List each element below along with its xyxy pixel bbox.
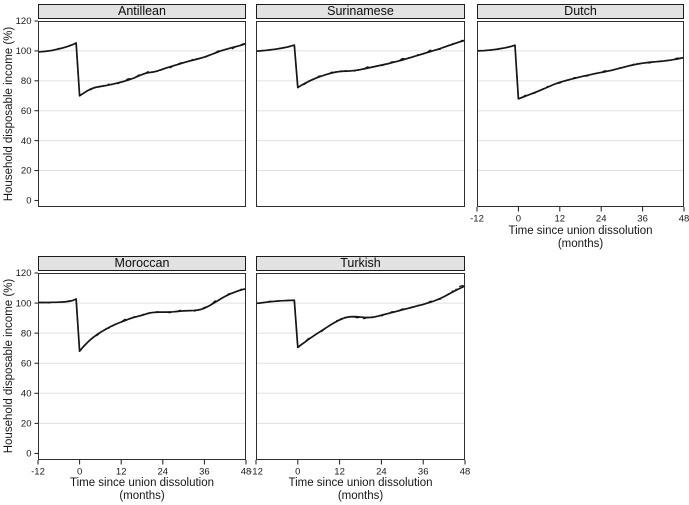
x-tick-label: 0 [77,467,82,478]
x-tick-label: 12 [116,467,127,478]
y-tick-label: 80 [21,328,32,339]
series-dashed-surinamese [255,39,465,89]
y-tick-label: 60 [21,106,32,117]
y-axis-title-top-row: Household disposable income (%) [3,26,15,202]
panel-title-moroccan: Moroccan [38,256,246,271]
series-dashed-turkish [255,285,466,349]
x-tick-label: 0 [295,467,300,478]
y-tick-label: 40 [21,136,32,147]
x-axis-title-line2: (months) [337,490,384,502]
x-axis-title-turkish: Time since union dissolution (months) [256,477,465,503]
x-tick-label: 48 [460,467,471,478]
series-solid-surinamese [255,39,466,89]
x-tick-label: 36 [199,467,210,478]
y-tick-label: 0 [26,196,31,207]
series-solid-turkish [255,285,466,349]
x-tick-label: 24 [376,467,387,478]
series-dashed-dutch [476,44,685,100]
panel-title-antillean: Antillean [38,4,246,19]
x-tick-label: 24 [158,467,169,478]
series-solid-dutch [476,44,685,100]
x-axis-title-line1: Time since union dissolution [288,477,433,489]
y-tick-label: 0 [26,449,31,460]
y-tick-label: 60 [21,358,32,369]
x-axis-title-moroccan: Time since union dissolution (months) [38,477,246,503]
x-axis-title-line1: Time since union dissolution [508,225,653,237]
y-tick-label: 100 [16,46,32,57]
series-dashed-moroccan [38,287,247,352]
x-tick-label: 12 [555,214,566,225]
y-tick-label: 100 [16,298,32,309]
chart-surinamese [255,21,466,207]
x-tick-label: 36 [418,467,429,478]
x-tick-label: 36 [637,214,648,225]
y-axis-title-bottom-row: Household disposable income (%) [3,278,15,454]
x-tick-label: 48 [679,214,689,225]
panel-title-surinamese: Surinamese [256,4,465,19]
x-axis-title-line2: (months) [119,490,165,502]
x-tick-label: -12 [470,214,484,225]
y-tick-label: 120 [16,16,32,27]
x-tick-label: 48 [241,467,252,478]
chart-antillean: 0 20 40 60 80 100 120 [16,16,247,207]
y-tick-label: 40 [21,388,32,399]
chart-dutch: -12 0 12 24 36 48 [470,21,689,225]
y-tick-label: 120 [16,268,32,279]
panel-title-turkish: Turkish [256,256,465,271]
x-tick-label: 12 [334,467,345,478]
x-tick-label: -12 [31,467,45,478]
panel-title-dutch: Dutch [477,4,684,19]
x-axis-title-line1: Time since union dissolution [69,477,215,489]
x-tick-label: -12 [249,467,263,478]
x-axis-title-dutch: Time since union dissolution (months) [477,225,684,251]
y-tick-label: 20 [21,419,32,430]
y-tick-label: 20 [21,166,32,177]
x-axis-title-line2: (months) [557,238,604,250]
series-solid-antillean [37,42,247,97]
x-tick-label: 24 [596,214,607,225]
chart-turkish: -12 0 12 24 36 48 [249,273,470,478]
x-tick-label: 0 [516,214,521,225]
y-tick-label: 80 [21,76,32,87]
